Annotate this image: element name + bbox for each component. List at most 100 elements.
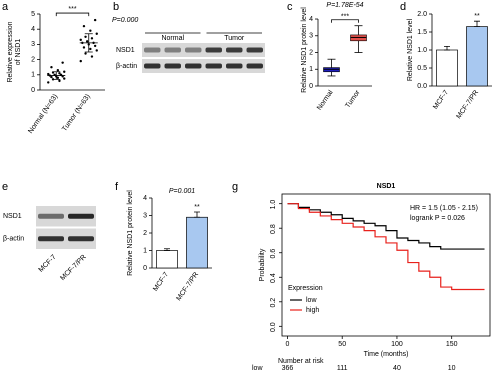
y-tick-label: 5: [31, 11, 35, 18]
hr-text: HR = 1.5 (1.05 - 2.15): [410, 205, 478, 212]
x-axis-label: Time (months): [364, 351, 409, 358]
sd-bar: [52, 71, 61, 80]
risk-count: 111: [337, 365, 348, 372]
error-bar: [194, 211, 200, 218]
sig-bracket: [55, 12, 90, 17]
lane-label: Normal: [161, 35, 184, 42]
panel-letter: a: [2, 1, 9, 13]
y-axis-label: of NSD1: [15, 39, 22, 66]
blot-bg: [36, 228, 96, 249]
blot-band: [68, 213, 94, 219]
data-point: [56, 69, 60, 72]
legend-label: high: [306, 307, 319, 314]
panel-letter: e: [2, 181, 8, 193]
significance: **: [194, 204, 200, 211]
y-axis-label: Relative NSD1 protein level: [301, 7, 308, 93]
panel-letter: c: [287, 1, 293, 13]
data-point: [93, 44, 97, 48]
data-point: [95, 32, 98, 35]
data-point: [79, 59, 82, 63]
data-point: [58, 72, 61, 75]
legend-title: Expression: [288, 285, 323, 292]
blot-band: [205, 47, 222, 53]
y-axis-label: Relative expression: [7, 21, 14, 82]
chart-title: NSD1: [377, 183, 396, 190]
y-tick-label: 1: [309, 66, 313, 73]
x-tick-label: MCF-7: [432, 89, 450, 111]
y-tick-label: 0: [143, 265, 147, 272]
y-axis-label: Probability: [259, 248, 266, 281]
y-tick-label: 3: [31, 41, 35, 48]
survival-curve: [287, 203, 485, 291]
blot-bg: [36, 206, 96, 227]
data-point: [82, 24, 86, 28]
x-tick-label: 100: [391, 341, 403, 348]
y-tick-label: 1.0: [270, 200, 277, 210]
x-tick-label: Tumor: [344, 89, 362, 110]
y-tick-label: 4: [309, 16, 313, 23]
y-tick-label: 1: [143, 247, 147, 254]
blot-band: [164, 47, 181, 53]
blot-bg: [142, 59, 265, 73]
lane-label: Tumor: [224, 35, 245, 42]
risk-title: Number at risk: [278, 358, 324, 365]
y-tick-label: 0.0: [270, 322, 277, 332]
data-point: [95, 49, 98, 52]
row-label: β-actin: [116, 63, 137, 70]
y-tick-label: 0.5: [417, 65, 427, 72]
data-point: [84, 35, 87, 38]
data-point: [58, 79, 61, 83]
y-tick-label: 1: [31, 72, 35, 79]
bar: [466, 26, 488, 87]
x-tick-label: MCF-7: [152, 271, 170, 293]
y-tick-label: 4: [31, 26, 35, 33]
y-tick-label: 0.2: [270, 298, 277, 308]
y-tick-label: 0.0: [417, 83, 427, 90]
data-point: [90, 55, 94, 58]
panel-letter: d: [400, 1, 406, 13]
survival-curve: [287, 203, 485, 250]
y-tick-label: 2.0: [417, 11, 427, 18]
blot-band: [38, 236, 64, 242]
risk-row-label: low: [252, 365, 263, 372]
y-axis-label: Relative NSD1 level: [407, 18, 414, 81]
panel-letter: b: [113, 1, 119, 13]
plot-frame: [281, 193, 491, 337]
data-point: [47, 72, 50, 76]
blot-band: [144, 63, 161, 69]
data-point: [82, 46, 86, 49]
sd-bar: [84, 33, 93, 53]
data-point: [89, 47, 92, 51]
x-tick-label: MCF-7/PR: [455, 89, 480, 120]
bar: [436, 49, 458, 87]
legend-label: low: [306, 297, 317, 304]
blot-band: [144, 47, 161, 53]
blot-band: [246, 63, 263, 69]
row-label: β-actin: [3, 236, 24, 243]
y-tick-label: 3: [143, 212, 147, 219]
blot-band: [246, 47, 263, 53]
data-point: [47, 81, 50, 84]
error-bar: [444, 46, 450, 51]
blot-band: [164, 63, 181, 69]
data-point: [56, 76, 60, 80]
data-point: [84, 52, 87, 55]
data-point: [63, 70, 66, 73]
x-tick-label: Normal: [316, 89, 335, 112]
data-point: [93, 18, 97, 22]
blot-band: [185, 47, 202, 53]
data-point: [50, 66, 53, 69]
p-value: P=1.78E-54: [326, 2, 363, 9]
x-tick-label: Tumor (N=63): [61, 93, 92, 133]
x-tick-label: 50: [338, 341, 346, 348]
data-point: [79, 38, 82, 42]
row-label: NSD1: [116, 47, 135, 54]
significance: ***: [341, 14, 349, 21]
error-bar: [474, 20, 480, 27]
data-point: [50, 75, 53, 79]
blot-band: [38, 213, 64, 219]
bar: [156, 250, 178, 269]
y-tick-label: 0.8: [270, 224, 277, 234]
significance: **: [474, 13, 480, 20]
